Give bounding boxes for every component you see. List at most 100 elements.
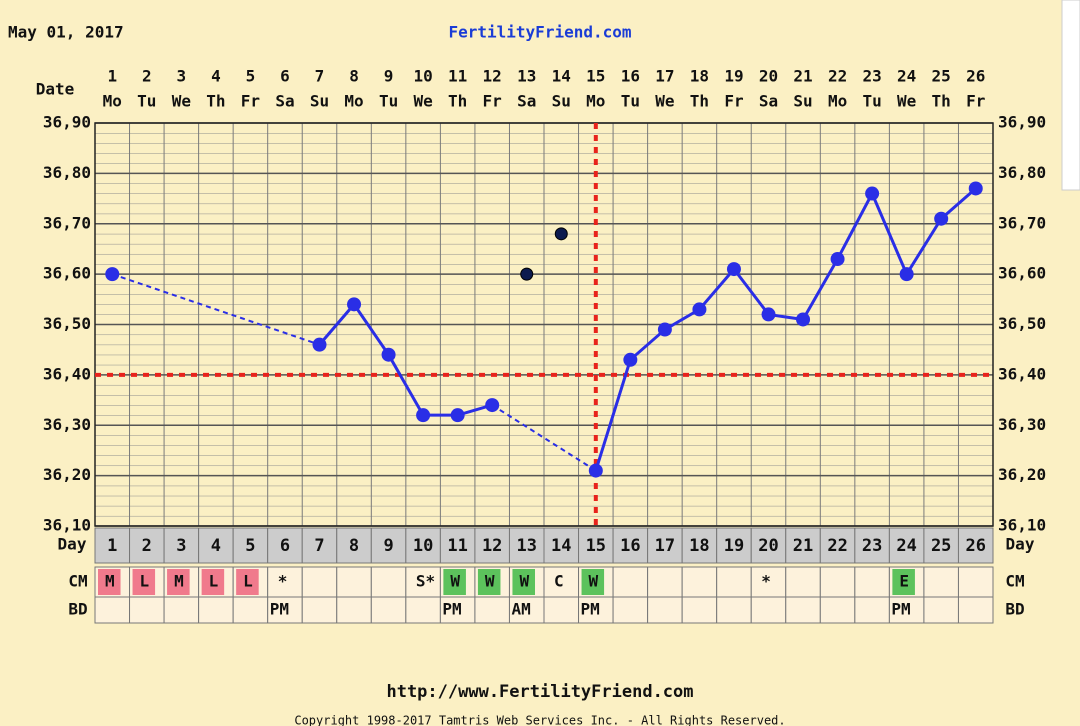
cm-cell [301, 566, 338, 598]
x-tick-label: 2 [142, 67, 152, 86]
cm-fill [512, 569, 535, 595]
day-number: 10 [413, 536, 433, 556]
day-number: 13 [516, 536, 536, 556]
cm-label: CM [1005, 572, 1024, 591]
x-tick-label: 22 [828, 67, 847, 86]
day-number: 24 [896, 536, 916, 556]
x-tick-label: 3 [177, 67, 187, 86]
cm-cell [750, 566, 787, 598]
side-panel [1061, 0, 1080, 191]
day-number: 18 [689, 536, 709, 556]
cm-cell [716, 566, 752, 598]
day-cell [474, 527, 510, 564]
temperature-point [347, 297, 362, 312]
cm-value: C [554, 572, 564, 591]
day-cell [716, 527, 752, 564]
day-cell [405, 527, 441, 564]
y-tick-label: 36,20 [998, 465, 1046, 484]
day-cell [923, 527, 959, 564]
temperature-point [796, 312, 811, 327]
temperature-point [899, 267, 914, 282]
cm-cell [785, 566, 821, 598]
x-tick-label: 24 [897, 67, 916, 86]
weekday-label: Su [793, 92, 812, 111]
day-number: 23 [862, 536, 882, 556]
temperature-point [865, 186, 880, 201]
day-cell [785, 527, 821, 564]
weekday-label: Mo [586, 92, 605, 111]
day-cell [612, 527, 649, 564]
bd-value: PM [581, 600, 600, 619]
weekday-label: Mo [344, 92, 363, 111]
day-number: 12 [482, 536, 502, 556]
x-tick-label: 26 [966, 67, 985, 86]
day-cell [232, 527, 269, 564]
bd-cell [854, 596, 890, 624]
bd-cell [647, 596, 683, 624]
x-tick-label: 17 [655, 67, 674, 86]
cm-cell [957, 566, 994, 598]
weekday-label: Tu [862, 92, 881, 111]
y-tick-label: 36,90 [43, 113, 91, 132]
day-cell [647, 527, 683, 564]
cm-label: CM [68, 572, 87, 591]
cm-fill [167, 569, 190, 595]
y-tick-label: 36,50 [43, 314, 91, 333]
cm-cell [405, 566, 441, 598]
weekday-label: We [413, 92, 432, 111]
temperature-point [830, 252, 845, 267]
temperature-point [381, 347, 396, 362]
bd-cell [198, 596, 234, 624]
day-cell [854, 527, 890, 564]
x-tick-label: 9 [384, 67, 394, 86]
day-label: Day [1006, 535, 1035, 554]
day-cell [508, 527, 545, 564]
day-cell [301, 527, 338, 564]
temperature-point [761, 307, 776, 322]
bd-cell [336, 596, 372, 624]
cm-value: M [174, 572, 184, 591]
cm-value: * [278, 572, 288, 591]
bd-cell [163, 596, 200, 624]
y-tick-label: 36,50 [998, 314, 1046, 333]
x-tick-label: 13 [517, 67, 536, 86]
weekday-label: Tu [621, 92, 640, 111]
x-tick-label: 23 [862, 67, 881, 86]
bd-cell [474, 596, 510, 624]
weekday-label: Fr [483, 92, 502, 111]
x-tick-label: 10 [413, 67, 432, 86]
day-number: 17 [655, 536, 675, 556]
cm-value: W [589, 572, 599, 591]
cm-value: L [140, 572, 150, 591]
y-tick-label: 36,30 [43, 415, 91, 434]
temperature-point [416, 408, 431, 423]
temperature-point [105, 267, 120, 282]
x-tick-label: 14 [552, 67, 571, 86]
y-tick-label: 36,70 [998, 213, 1046, 232]
cm-fill [236, 569, 259, 595]
x-tick-label: 11 [448, 67, 467, 86]
bd-label: BD [1005, 600, 1024, 619]
cm-value: S* [416, 572, 435, 591]
y-tick-label: 36,40 [998, 364, 1046, 383]
cm-cell [923, 566, 959, 598]
weekday-label: Th [206, 92, 225, 111]
cm-cell [647, 566, 683, 598]
day-number: 19 [724, 536, 744, 556]
day-cell [370, 527, 407, 564]
cm-cell [336, 566, 372, 598]
bd-cell [785, 596, 821, 624]
y-tick-label: 36,40 [43, 364, 91, 383]
bd-value: AM [511, 600, 530, 619]
weekday-label: Fr [966, 92, 985, 111]
weekday-label: Th [932, 92, 951, 111]
bd-value: PM [442, 600, 461, 619]
temperature-point [726, 262, 741, 277]
cm-fill [443, 569, 466, 595]
x-tick-label: 18 [690, 67, 709, 86]
cm-cell [543, 566, 580, 598]
bd-cell [681, 596, 718, 624]
weekday-label: We [897, 92, 916, 111]
day-cell [888, 527, 925, 564]
